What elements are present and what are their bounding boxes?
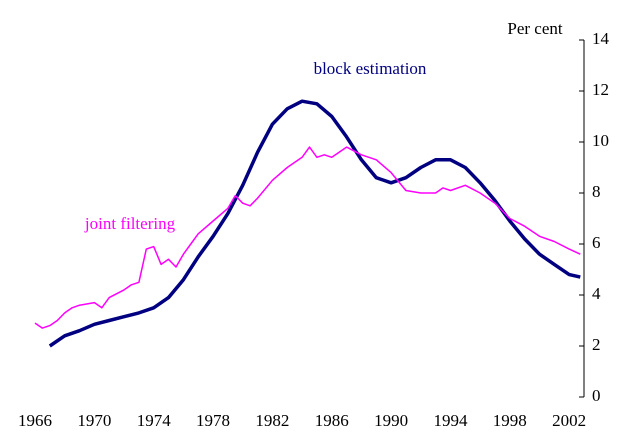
y-tick-label: 0 <box>592 386 601 405</box>
y-axis-label: Per cent <box>507 19 563 38</box>
x-tick-label: 1986 <box>315 411 349 430</box>
x-tick-label: 1998 <box>493 411 527 430</box>
y-tick-label: 8 <box>592 182 601 201</box>
y-tick-label: 10 <box>592 131 609 150</box>
x-tick-label: 1978 <box>196 411 230 430</box>
y-tick-label: 12 <box>592 80 609 99</box>
x-tick-label: 1970 <box>77 411 111 430</box>
series-label: block estimation <box>314 59 427 78</box>
series-line <box>34 146 581 329</box>
x-tick-label: 2002 <box>552 411 586 430</box>
series-line <box>48 99 581 348</box>
x-tick-label: 1966 <box>18 411 52 430</box>
y-tick-label: 4 <box>592 284 601 303</box>
x-tick-label: 1974 <box>137 411 172 430</box>
y-tick-label: 14 <box>592 29 610 48</box>
x-tick-label: 1990 <box>374 411 408 430</box>
x-tick-label: 1994 <box>433 411 468 430</box>
x-tick-label: 1982 <box>255 411 289 430</box>
series-label: joint filtering <box>84 214 176 233</box>
y-tick-label: 6 <box>592 233 601 252</box>
y-tick-label: 2 <box>592 335 601 354</box>
